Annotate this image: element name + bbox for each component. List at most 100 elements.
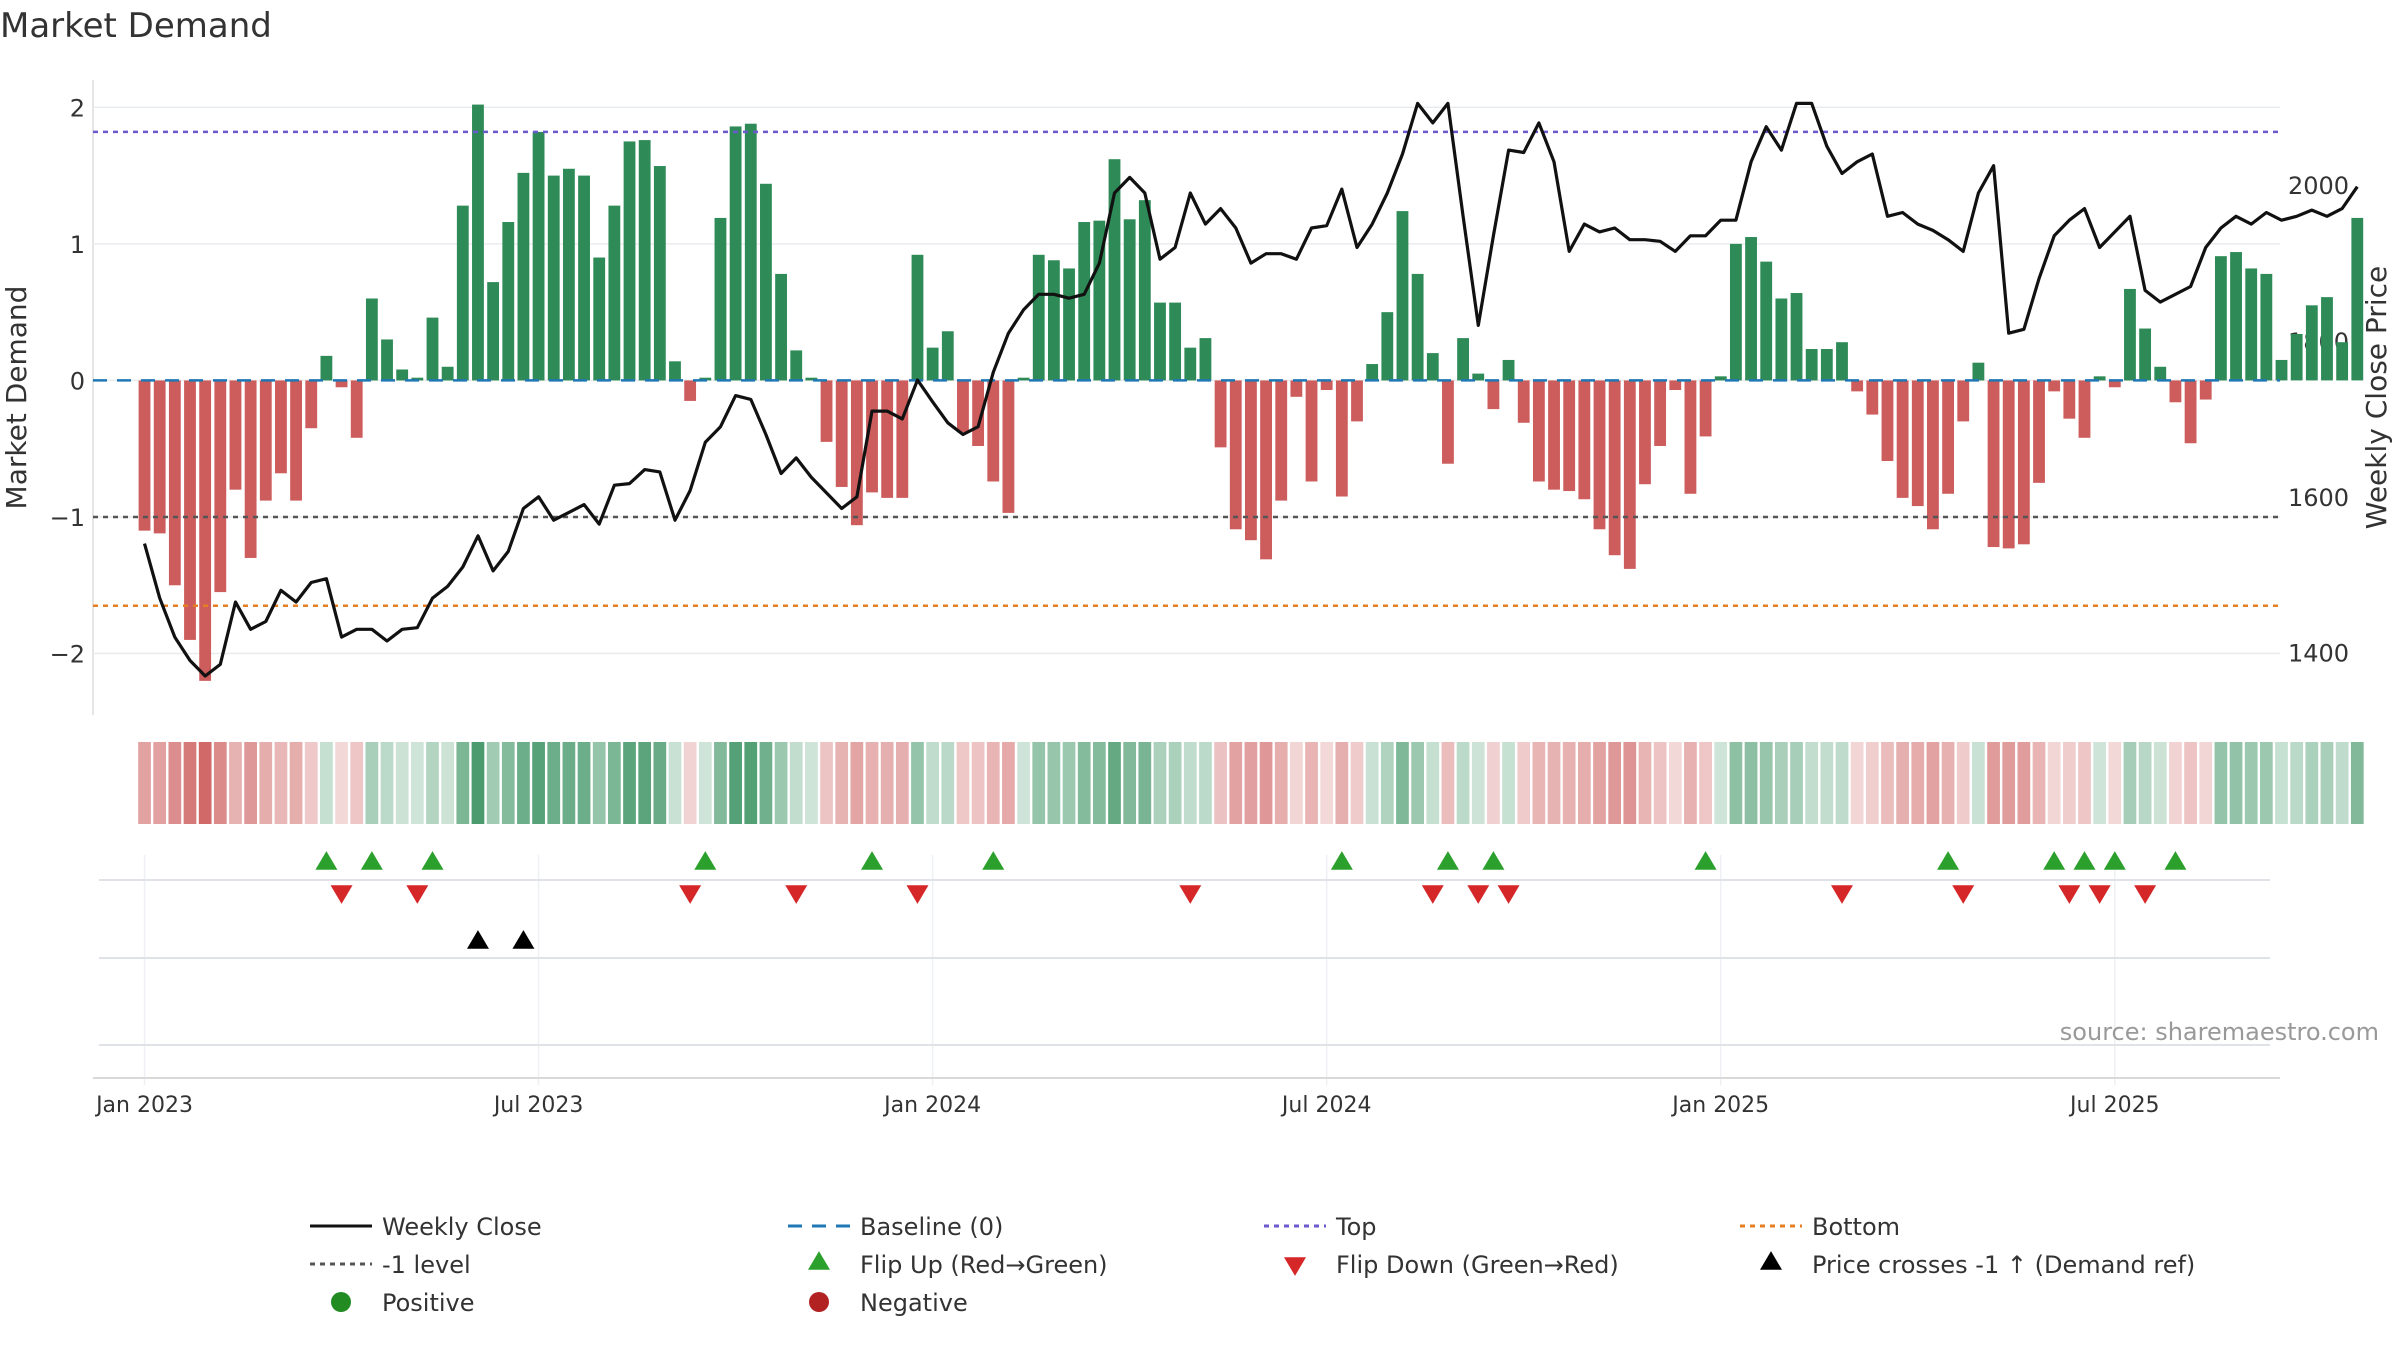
demand-bar-positive	[926, 347, 939, 381]
strip-cell-positive	[1775, 742, 1788, 824]
demand-bar-negative	[1260, 380, 1272, 560]
demand-bar-positive	[411, 377, 424, 381]
flip-down-marker	[406, 885, 429, 904]
legend-item: Bottom	[1740, 1213, 1900, 1241]
strip-cell-negative	[1002, 742, 1015, 824]
demand-bar-positive	[472, 104, 484, 381]
strip-cell-negative	[1638, 742, 1652, 824]
demand-bar-positive	[381, 339, 393, 381]
strip-cell-positive	[1032, 742, 1046, 824]
demand-bar-positive	[2124, 288, 2136, 381]
demand-bar-positive	[487, 282, 500, 381]
demand-bar-negative	[259, 380, 272, 501]
x-tick-label: Jul 2024	[1280, 1093, 1372, 1118]
demand-bar-negative	[199, 380, 212, 681]
demand-bar-negative	[1532, 380, 1545, 482]
strip-cell-positive	[547, 742, 561, 824]
strip-cell-positive	[1047, 742, 1061, 824]
demand-bar-positive	[729, 126, 742, 381]
strip-cell-positive	[532, 742, 545, 824]
legend-label: Flip Up (Red→Green)	[860, 1251, 1108, 1279]
legend-label: Weekly Close	[382, 1213, 542, 1241]
strip-cell-negative	[880, 742, 894, 824]
demand-bar-negative	[972, 380, 985, 446]
strip-cell-negative	[1653, 742, 1667, 824]
demand-bar-positive	[1078, 222, 1091, 381]
strip-cell-negative	[2108, 742, 2122, 824]
price-cross-marker	[466, 930, 489, 949]
strip-cell-negative	[289, 742, 303, 824]
strip-cell-positive	[926, 742, 940, 824]
strip-cell-positive	[320, 742, 333, 824]
strip-cell-positive	[1759, 742, 1773, 824]
strip-cell-negative	[1850, 742, 1864, 824]
strip-cell-negative	[350, 742, 364, 824]
strip-cell-negative	[1244, 742, 1258, 824]
demand-bar-negative	[1669, 380, 1682, 390]
demand-bar-negative	[1654, 380, 1667, 446]
demand-bar-negative	[244, 380, 257, 558]
strip-cell-negative	[198, 742, 212, 824]
demand-bar-negative	[1927, 380, 1939, 530]
strip-cell-positive	[501, 742, 515, 824]
demand-bar-positive	[760, 183, 772, 381]
legend-item: Baseline (0)	[788, 1213, 1003, 1241]
demand-bar-negative	[1563, 380, 1576, 492]
legend-swatch-marker	[1284, 1257, 1306, 1276]
strip-cell-negative	[213, 742, 227, 824]
y-tick-label: 0	[70, 367, 85, 395]
strip-cell-negative	[1623, 742, 1637, 824]
demand-bar-positive	[441, 366, 454, 381]
demand-bar-negative	[138, 380, 151, 531]
demand-bar-positive	[714, 217, 727, 381]
strip-cell-positive	[1502, 742, 1515, 824]
y-tick-label: −2	[50, 641, 85, 669]
y-tick-label: 1	[70, 231, 85, 259]
strip-cell-negative	[1941, 742, 1955, 824]
demand-bar-positive	[578, 175, 590, 381]
demand-bar-positive	[1032, 254, 1045, 381]
strip-cell-positive	[668, 742, 682, 824]
strip-cell-positive	[805, 742, 818, 824]
strip-cell-positive	[410, 742, 424, 824]
demand-bar-negative	[168, 380, 181, 586]
strip-cell-positive	[1456, 742, 1470, 824]
strip-cell-positive	[2138, 742, 2152, 824]
demand-bar-positive	[1502, 359, 1515, 381]
strip-cell-negative	[335, 742, 348, 824]
flip-down-marker	[785, 885, 808, 904]
demand-bar-positive	[1426, 353, 1439, 381]
weekly-close-line	[142, 101, 2359, 678]
legend-swatch-marker	[1760, 1251, 1782, 1270]
strip-cell-positive	[1183, 742, 1197, 824]
demand-bar-negative	[153, 380, 166, 534]
demand-bar-negative	[2063, 380, 2076, 419]
strip-cell-positive	[1744, 742, 1758, 824]
legend-swatch-marker	[809, 1292, 829, 1312]
demand-bar-positive	[532, 131, 545, 381]
demand-bar-negative	[2169, 380, 2182, 403]
strip-cell-positive	[1380, 742, 1394, 824]
demand-bar-negative	[835, 380, 848, 487]
demand-bar-positive	[1093, 220, 1106, 381]
demand-bar-negative	[305, 380, 318, 429]
demand-bar-positive	[1745, 237, 1757, 381]
source-label: source: sharemaestro.com	[2060, 1018, 2379, 1046]
demand-bar-positive	[911, 254, 924, 381]
strip-cell-negative	[1911, 742, 1925, 824]
demand-bar-negative	[1245, 380, 1257, 541]
strip-cell-positive	[2093, 742, 2107, 824]
strip-cell-negative	[2047, 742, 2061, 824]
demand-bar-positive	[623, 141, 636, 381]
legend-item: Flip Down (Green→Red)	[1284, 1251, 1619, 1279]
strip-cell-positive	[638, 742, 652, 824]
demand-bar-positive	[2290, 334, 2303, 381]
demand-bar-negative	[1351, 380, 1363, 422]
flip-up-marker	[2103, 851, 2126, 870]
legend-item: Price crosses -1 ↑ (Demand ref)	[1760, 1251, 2195, 1279]
strip-cell-positive	[1835, 742, 1849, 824]
flip-up-marker	[421, 851, 444, 870]
flip-up-marker	[315, 851, 338, 870]
demand-bar-positive	[1729, 243, 1742, 381]
